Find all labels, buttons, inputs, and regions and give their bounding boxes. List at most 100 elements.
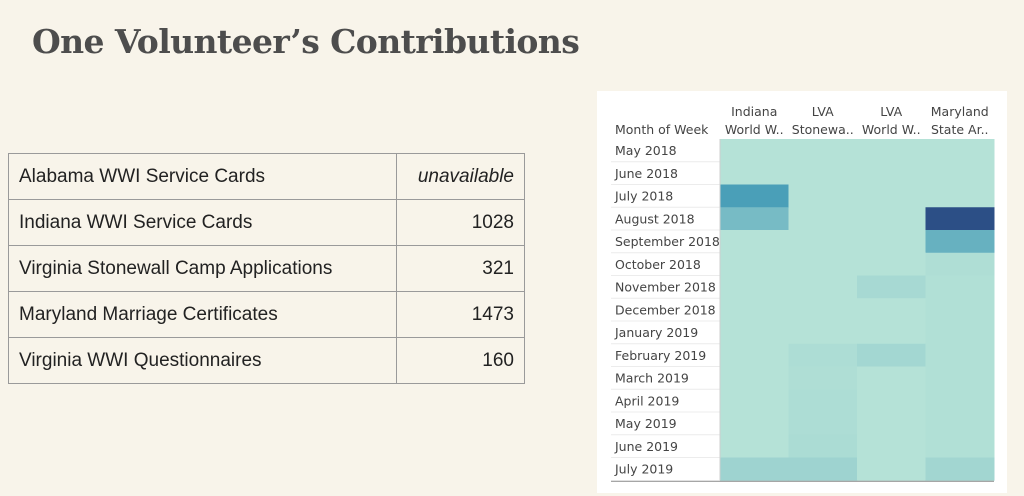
column-header-label: State Ar.. [931,122,989,137]
row-label: November 2018 [615,280,716,295]
heatmap-cell [857,321,926,345]
heatmap-cell [925,366,995,390]
contribution-count: 1028 [396,199,525,246]
heatmap-cell [788,275,858,299]
row-label: October 2018 [615,257,701,272]
column-header-label: Maryland [931,104,989,119]
heatmap-cell [788,184,858,208]
heatmap-cell [857,252,926,276]
row-label: June 2019 [614,439,678,454]
heatmap-cell [788,389,858,413]
collection-name: Virginia WWI Questionnaires [8,337,397,384]
heatmap-cell [925,298,995,322]
heatmap-cell [788,298,858,322]
table-row: Maryland Marriage Certificates 1473 [8,291,525,338]
column-header-label: World W.. [862,122,921,137]
heatmap-cell [720,434,789,458]
heatmap-cell [788,457,858,481]
heatmap-cell [720,161,789,185]
heatmap-cell [925,139,995,163]
heatmap-cell [720,343,789,367]
heatmap-cell [857,343,926,367]
row-label: July 2019 [614,462,673,477]
table-row: Alabama WWI Service Cards unavailable [8,153,525,200]
row-label: September 2018 [615,234,720,249]
row-label: May 2018 [615,143,677,158]
column-header-label: Stonewa.. [792,122,854,137]
heatmap-cell [925,321,995,345]
heatmap-cell [925,184,995,208]
heatmap-cell [925,343,995,367]
heatmap-cell [857,412,926,436]
heatmap-cell [720,389,789,413]
column-header-label: LVA [812,104,834,119]
heatmap-cell [720,412,789,436]
heatmap-cell [720,366,789,390]
column-header-label: World W.. [725,122,784,137]
heatmap-cell [925,389,995,413]
heatmap-cell [925,230,995,254]
heatmap-cell [788,366,858,390]
heatmap-cell [788,161,858,185]
contribution-count: 160 [396,337,525,384]
heatmap-cell [788,412,858,436]
row-label: January 2019 [614,325,698,340]
heatmap-cell [925,161,995,185]
heatmap-cell [925,252,995,276]
heatmap-cell [788,252,858,276]
heatmap-cell [788,139,858,163]
collection-name: Indiana WWI Service Cards [8,199,397,246]
column-header-label: LVA [880,104,902,119]
heatmap-cell [720,457,789,481]
heatmap-cell [788,207,858,231]
row-label: December 2018 [615,302,716,317]
row-label: June 2018 [614,166,678,181]
heatmap-cell [720,321,789,345]
contribution-count: 321 [396,245,525,292]
heatmap-cell [720,207,789,231]
row-header-label: Month of Week [615,122,709,137]
heatmap-cell [857,275,926,299]
heatmap-cell [788,321,858,345]
heatmap-cell [857,298,926,322]
collection-name: Maryland Marriage Certificates [8,291,397,338]
heatmap-cell [857,139,926,163]
heatmap-cell [857,161,926,185]
heatmap-cell [720,275,789,299]
table-row: Virginia Stonewall Camp Applications 321 [8,245,525,292]
contribution-count: 1473 [396,291,525,338]
row-label: March 2019 [615,371,689,386]
heatmap-cell [925,275,995,299]
heatmap-cell [720,139,789,163]
heatmap-cell [788,434,858,458]
contribution-count: unavailable [396,153,525,200]
heatmap-cell [857,207,926,231]
row-label: July 2018 [614,189,673,204]
table-row: Indiana WWI Service Cards 1028 [8,199,525,246]
contributions-table: Alabama WWI Service Cards unavailable In… [8,153,525,384]
heatmap-cell [857,434,926,458]
collection-name: Virginia Stonewall Camp Applications [8,245,397,292]
heatmap-cell [925,434,995,458]
heatmap-chart: Month of Week Indiana World W.. LVA Stonewa.… [611,104,995,482]
heatmap-panel: Month of Week Indiana World W.. LVA Stonewa.… [597,91,1007,493]
row-label: May 2019 [615,416,677,431]
heatmap-cell [857,457,926,481]
heatmap-cell [857,184,926,208]
heatmap-cell [857,389,926,413]
heatmap-cell [925,457,995,481]
heatmap-cell [857,366,926,390]
column-header-label: Indiana [731,104,777,119]
row-label: February 2019 [615,348,706,363]
heatmap-cell [857,230,926,254]
heatmap-cell [720,230,789,254]
page-title: One Volunteer’s Contributions [32,22,580,61]
heatmap-cell [925,207,995,231]
collection-name: Alabama WWI Service Cards [8,153,397,200]
heatmap-cell [720,252,789,276]
row-label: August 2018 [615,211,695,226]
heatmap-cell [720,298,789,322]
heatmap-cell [788,343,858,367]
heatmap-cell [720,184,789,208]
table-row: Virginia WWI Questionnaires 160 [8,337,525,384]
